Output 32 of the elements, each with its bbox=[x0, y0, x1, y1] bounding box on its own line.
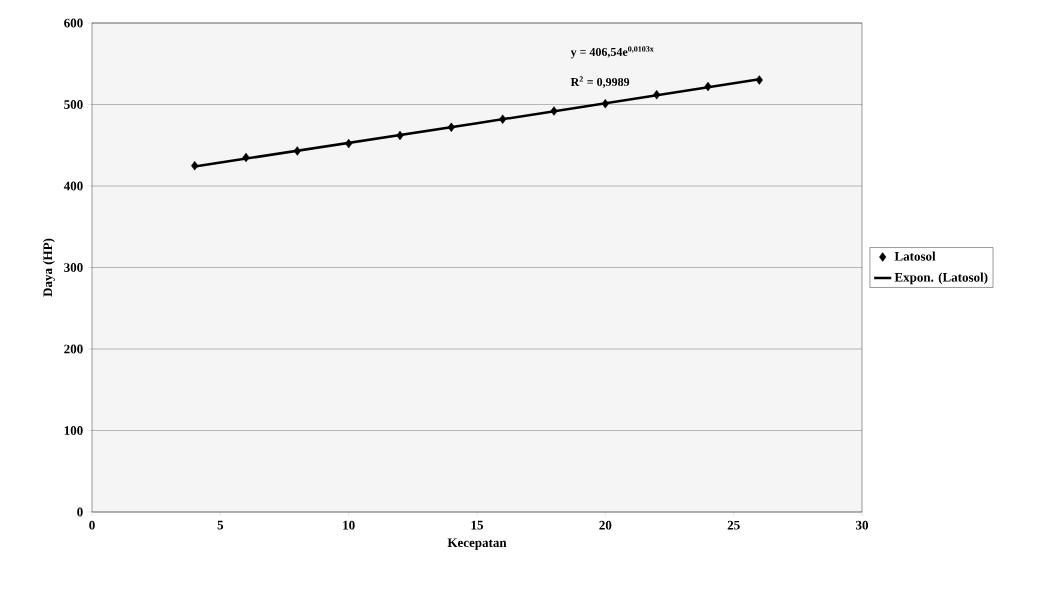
point bbox=[345, 138, 353, 149]
point bbox=[242, 152, 250, 163]
y-tick-label: 400 bbox=[63, 181, 83, 191]
legend-label: Expon. (Latosol) bbox=[894, 272, 988, 285]
x-tick-label: 25 bbox=[727, 520, 740, 530]
y-tick-label: 500 bbox=[64, 100, 83, 109]
x-tick-label: 20 bbox=[599, 520, 612, 530]
point bbox=[396, 130, 404, 141]
y-tick-label: 0 bbox=[77, 507, 83, 517]
point bbox=[550, 106, 558, 116]
point bbox=[601, 98, 609, 109]
point bbox=[293, 146, 301, 156]
annotation: y = 406,54e$^{0,0103x}$ bbox=[570, 46, 654, 59]
x-tick-label: 15 bbox=[471, 520, 484, 530]
y-tick-label: 300 bbox=[64, 263, 83, 272]
legend-label: Latosol bbox=[894, 251, 936, 261]
x-tick-label: 5 bbox=[217, 520, 224, 530]
y-tick-label: 100 bbox=[64, 426, 83, 435]
y-axis-title: Daya (HP) bbox=[43, 238, 55, 297]
y-tick-label: 200 bbox=[64, 344, 83, 354]
annotation: R$^{2}$ = 0,9989 bbox=[570, 76, 630, 88]
point bbox=[191, 160, 199, 171]
point bbox=[499, 114, 507, 124]
point bbox=[447, 122, 455, 133]
point bbox=[704, 81, 712, 92]
x-tick-label: 10 bbox=[343, 520, 355, 530]
point bbox=[653, 90, 661, 100]
x-tick-label: 0 bbox=[89, 520, 95, 530]
x-tick-label: 30 bbox=[856, 520, 869, 530]
x-axis-title: Kecepatan bbox=[447, 538, 507, 550]
y-tick-label: 600 bbox=[64, 18, 83, 28]
point bbox=[755, 75, 763, 85]
